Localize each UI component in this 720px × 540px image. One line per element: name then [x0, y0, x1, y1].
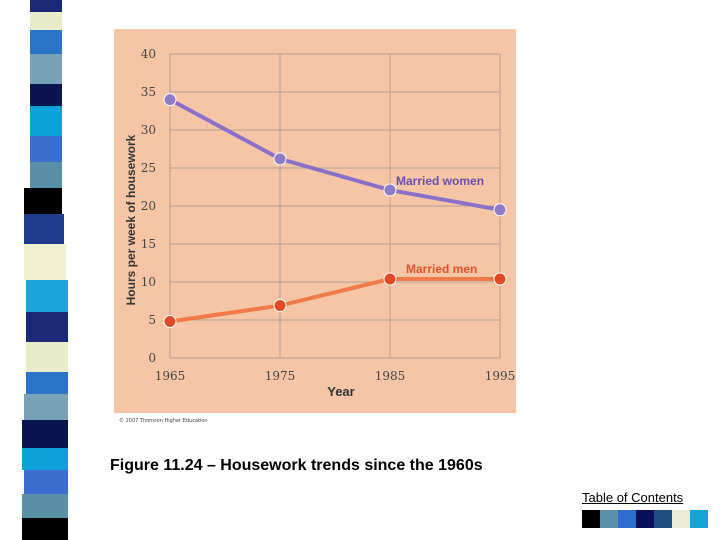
y-tick-label: 40	[141, 47, 156, 61]
data-point-men	[383, 272, 397, 286]
strip-block	[30, 136, 62, 162]
y-tick-label: 10	[141, 275, 156, 289]
strip-block	[30, 106, 62, 136]
strip-block	[30, 30, 62, 54]
toc-swatch	[654, 510, 672, 528]
toc-swatch	[690, 510, 708, 528]
strip-block	[26, 312, 68, 342]
strip-block	[30, 12, 62, 30]
series-label-men: Married men	[406, 262, 477, 276]
x-tick-label: 1985	[375, 369, 406, 383]
strip-block	[30, 54, 62, 84]
x-tick-label: 1975	[265, 369, 296, 383]
data-point-men	[493, 272, 507, 286]
toc-color-swatches	[582, 510, 708, 528]
strip-block	[22, 448, 68, 470]
figure-caption: Figure 11.24 – Housework trends since th…	[110, 457, 483, 474]
strip-block	[30, 162, 62, 188]
x-axis-label: Year	[327, 384, 354, 399]
y-tick-label: 30	[141, 123, 156, 137]
strip-block	[30, 84, 62, 106]
toc-swatch	[636, 510, 654, 528]
y-tick-label: 15	[141, 237, 156, 251]
toc-swatch	[618, 510, 636, 528]
strip-block	[30, 0, 62, 12]
line-chart: 0 5 10 15 20 25 30 35 40 1965 1975 1985 1995 Year Hour…	[124, 47, 516, 399]
strip-block	[24, 214, 64, 244]
x-tick-label: 1965	[155, 369, 186, 383]
series-line-men	[168, 276, 502, 324]
strip-block	[24, 244, 66, 280]
strip-block	[22, 494, 68, 518]
y-tick-label: 0	[148, 351, 156, 365]
table-of-contents-link[interactable]: Table of Contents	[582, 490, 684, 505]
y-tick-label: 35	[141, 85, 156, 99]
y-axis-label: Hours per week of housework	[124, 134, 138, 305]
strip-block	[24, 470, 68, 494]
data-point-women	[273, 152, 287, 166]
y-tick-label: 20	[141, 199, 156, 213]
series-line-women	[168, 97, 502, 212]
strip-block	[26, 280, 68, 312]
y-tick-label: 25	[141, 161, 156, 175]
strip-block	[26, 372, 68, 394]
strip-block	[22, 518, 68, 540]
toc-swatch	[672, 510, 690, 528]
data-point-women	[383, 183, 397, 197]
left-decorative-strip	[0, 0, 68, 540]
y-tick-label: 5	[148, 313, 156, 327]
data-point-women	[493, 203, 507, 217]
x-tick-label: 1995	[485, 369, 516, 383]
chart-panel: 0 5 10 15 20 25 30 35 40 1965 1975 1985 1995 Year Hour…	[114, 29, 516, 413]
data-point-men	[273, 299, 287, 313]
toc-swatch	[582, 510, 600, 528]
strip-block	[26, 342, 68, 372]
data-point-women	[163, 93, 177, 107]
strip-block	[24, 394, 68, 420]
data-point-men	[163, 315, 177, 329]
toc-swatch	[600, 510, 618, 528]
strip-block	[22, 420, 68, 448]
copyright-note: © 2007 Thomson Higher Education	[119, 418, 208, 424]
strip-block	[24, 188, 62, 214]
series-label-women: Married women	[396, 174, 484, 188]
